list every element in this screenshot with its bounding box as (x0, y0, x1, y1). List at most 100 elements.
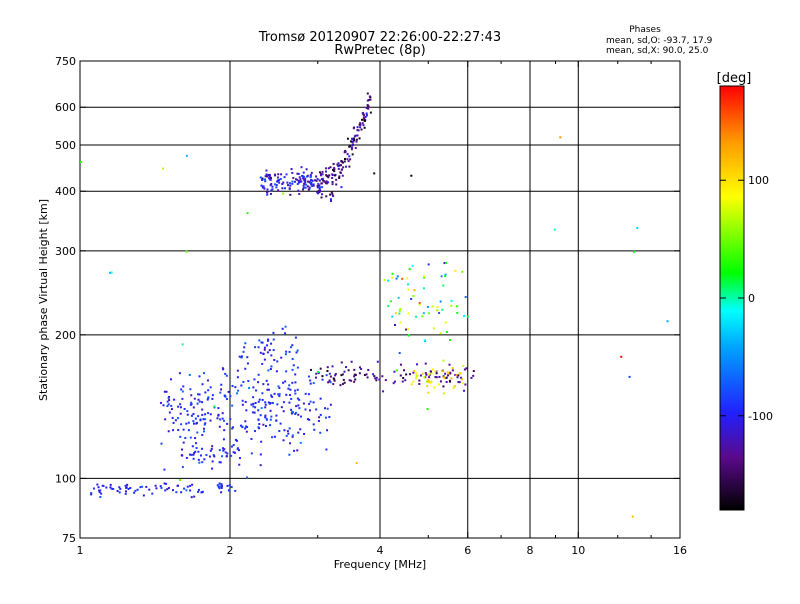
data-point (341, 174, 344, 177)
data-point (244, 367, 247, 370)
data-point (318, 179, 321, 182)
data-point (292, 176, 295, 179)
data-point (302, 402, 305, 405)
data-point (189, 489, 192, 492)
data-point (177, 429, 180, 432)
data-point (632, 250, 635, 253)
data-point (340, 374, 343, 377)
data-point (290, 397, 293, 400)
data-point (180, 388, 183, 391)
data-point (273, 359, 276, 362)
data-point (220, 486, 223, 489)
data-point (271, 395, 274, 398)
data-point (444, 372, 447, 375)
data-point (332, 162, 335, 165)
data-point (165, 482, 168, 485)
data-point (301, 188, 304, 191)
data-point (233, 451, 236, 454)
data-point (444, 261, 447, 264)
data-point (296, 449, 299, 452)
data-point (252, 402, 255, 405)
data-point (211, 445, 214, 448)
data-point (299, 178, 302, 181)
data-point (344, 366, 347, 369)
data-point (267, 388, 270, 391)
data-point (436, 306, 439, 309)
data-point (193, 397, 196, 400)
data-point (378, 378, 381, 381)
data-point (431, 305, 434, 308)
data-point (418, 302, 421, 305)
data-point (201, 383, 204, 386)
data-point (275, 419, 278, 422)
data-point (160, 487, 163, 490)
data-point (459, 372, 462, 375)
data-point (323, 180, 326, 183)
data-point (108, 271, 111, 274)
data-point (222, 438, 225, 441)
data-point (200, 491, 203, 494)
data-point (321, 375, 324, 378)
data-point (439, 332, 442, 335)
data-point (315, 179, 318, 182)
data-point (349, 158, 352, 161)
data-point (291, 182, 294, 185)
data-point (271, 185, 274, 188)
data-point (264, 406, 267, 409)
data-point (209, 413, 212, 416)
data-point (211, 397, 214, 400)
data-point (348, 155, 351, 158)
data-point (198, 461, 201, 464)
data-point (472, 370, 475, 373)
y-tick-label: 75 (62, 532, 76, 545)
data-point (361, 122, 364, 125)
data-point (273, 173, 276, 176)
data-point (342, 166, 345, 169)
data-point (159, 401, 162, 404)
data-point (423, 276, 426, 279)
data-point (445, 376, 448, 379)
data-point (368, 95, 371, 98)
data-point (288, 394, 291, 397)
data-point (174, 419, 177, 422)
data-point (262, 186, 265, 189)
data-point (207, 412, 210, 415)
data-point (197, 490, 200, 493)
data-point (461, 270, 464, 273)
data-point (277, 173, 280, 176)
data-point (209, 419, 212, 422)
data-point (305, 168, 308, 171)
data-point (284, 380, 287, 383)
data-point (462, 382, 465, 385)
data-point (361, 118, 364, 121)
data-point (324, 407, 327, 410)
data-point (318, 191, 321, 194)
data-point (254, 401, 257, 404)
data-point (142, 494, 145, 497)
x-axis-label: Frequency [MHz] (334, 558, 426, 571)
data-point (280, 406, 283, 409)
data-point (411, 264, 414, 267)
data-point (292, 364, 295, 367)
data-point (294, 178, 297, 181)
data-point (209, 386, 212, 389)
data-point (356, 126, 359, 129)
data-point (218, 487, 221, 490)
data-point (90, 493, 93, 496)
data-point (317, 420, 320, 423)
data-point (205, 453, 208, 456)
data-point (162, 404, 165, 407)
data-point (346, 137, 349, 140)
data-point (288, 350, 291, 353)
data-point (367, 99, 370, 102)
data-point (458, 381, 461, 384)
data-point (187, 421, 190, 424)
data-point (416, 363, 419, 366)
data-point (373, 172, 376, 175)
grid-lines (80, 61, 680, 538)
data-point (295, 351, 298, 354)
data-point (204, 422, 207, 425)
data-point (318, 184, 321, 187)
data-point (332, 168, 335, 171)
data-point (415, 377, 418, 380)
